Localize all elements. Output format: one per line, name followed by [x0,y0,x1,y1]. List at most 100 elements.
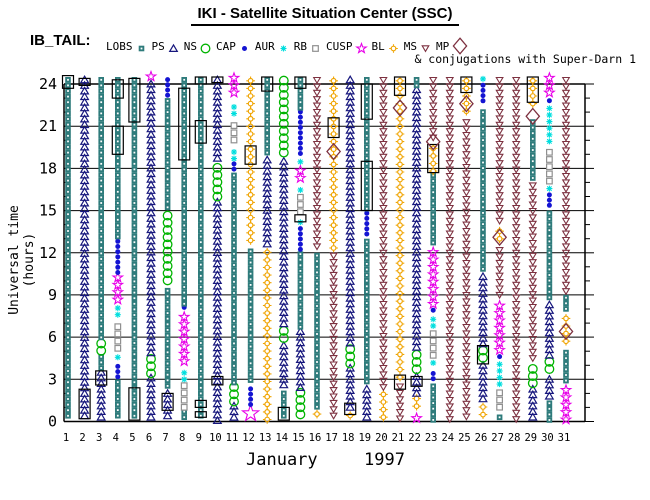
svg-text:31: 31 [558,432,571,444]
day-column-24 [445,76,455,424]
legend-label: PS [151,39,165,53]
day-column-22 [410,77,424,424]
day-column-2 [78,75,91,420]
legend-item-bl: BL [372,39,401,54]
svg-text:17: 17 [325,432,338,444]
x-tick-labels: 1 2 3 4 5 6 7 8 9 10 11 12 13 14 15 16 17 18 19 20 21 22 23 24 2… [63,432,570,444]
bl-symbol-icon [388,43,398,53]
x-axis-month-label: January [246,450,318,470]
svg-text:3: 3 [48,370,57,388]
svg-text:12: 12 [39,244,57,262]
legend-label: NS [183,39,197,53]
legend-label: LOBS [106,39,133,53]
svg-text:9: 9 [48,286,57,304]
svg-text:4: 4 [113,432,119,444]
day-column-7 [161,77,174,420]
svg-text:0: 0 [48,413,57,431]
legend: LOBS PS NS CAP AUR RB CUSP BL MS MP [106,36,473,56]
mp-symbol-icon [452,37,468,55]
svg-text:13: 13 [259,432,272,444]
svg-text:8: 8 [179,432,185,444]
day-column-26 [476,75,490,419]
ps-symbol-icon [168,43,179,52]
svg-text:28: 28 [508,432,521,444]
day-column-29 [525,76,541,421]
svg-text:27: 27 [491,432,504,444]
legend-item-mp: MP [436,36,470,56]
day-column-18 [344,75,357,420]
ns-symbol-icon [200,43,211,53]
legend-label: MS [403,39,417,53]
day-column-23 [425,76,441,423]
legend-label: MP [436,39,450,53]
y-tick-labels: 0 3 6 9 12 15 18 21 24 [39,75,57,431]
svg-text:24: 24 [441,432,454,444]
svg-text:29: 29 [524,432,537,444]
svg-text:6: 6 [48,328,57,346]
svg-text:15: 15 [39,202,57,220]
svg-text:18: 18 [342,432,355,444]
legend-label: CAP [216,39,236,53]
svg-text:5: 5 [129,432,135,444]
day-column-13 [261,76,274,424]
legend-item-ns: NS [184,39,213,54]
page-title: IKI - Satellite Situation Center (SSC) [0,5,650,26]
aur-symbol-icon [280,45,287,51]
ms-symbol-icon [421,44,430,52]
day-column-27 [492,76,508,421]
day-column-30 [542,71,556,423]
day-column-1 [61,74,75,419]
day-column-25 [458,76,474,421]
day-column-21 [392,76,408,423]
svg-text:12: 12 [242,432,255,444]
svg-text:7: 7 [162,432,168,444]
day-column-3 [95,77,108,421]
day-column-14 [277,75,290,421]
svg-text:6: 6 [146,432,152,444]
x-axis-year-label: 1997 [364,450,405,470]
legend-label: AUR [254,39,275,53]
svg-text:30: 30 [541,432,554,444]
page-title-text: IKI - Satellite Situation Center (SSC) [191,5,459,26]
day-column-20 [379,76,388,422]
cap-symbol-icon [241,45,247,51]
legend-label: CUSP [326,39,353,53]
svg-text:14: 14 [275,432,288,444]
rb-symbol-icon [312,44,319,52]
day-column-8 [177,77,191,420]
conjugation-note: & conjugations with Super-Darn 1 [414,52,636,66]
svg-text:11: 11 [226,432,239,444]
legend-item-ms: MS [404,39,433,54]
svg-text:26: 26 [475,432,488,444]
svg-text:1: 1 [63,432,69,444]
svg-text:22: 22 [408,432,421,444]
svg-text:18: 18 [39,159,57,177]
svg-text:24: 24 [39,75,57,93]
legend-item-rb: RB [294,39,323,54]
svg-text:19: 19 [358,432,371,444]
day-column-28 [511,76,521,424]
day-column-31 [558,76,574,425]
day-column-17 [326,76,342,420]
svg-text:16: 16 [309,432,322,444]
svg-text:25: 25 [458,432,471,444]
svg-text:23: 23 [425,432,438,444]
svg-text:9: 9 [196,432,202,444]
lobs-symbol-icon [138,45,144,51]
day-column-9 [194,76,207,419]
svg-text:15: 15 [292,432,305,444]
legend-label: BL [371,39,385,53]
legend-item-lobs: LOBS [106,39,149,54]
day-column-15 [293,76,307,420]
cusp-symbol-icon [354,41,368,54]
day-column-5 [128,77,141,421]
svg-text:10: 10 [209,432,222,444]
day-column-6 [144,69,158,421]
legend-label: RB [293,39,307,53]
legend-item-cusp: CUSP [326,39,369,54]
legend-item-aur: AUR [255,39,291,54]
day-column-4 [111,77,125,419]
day-column-16 [312,76,322,419]
